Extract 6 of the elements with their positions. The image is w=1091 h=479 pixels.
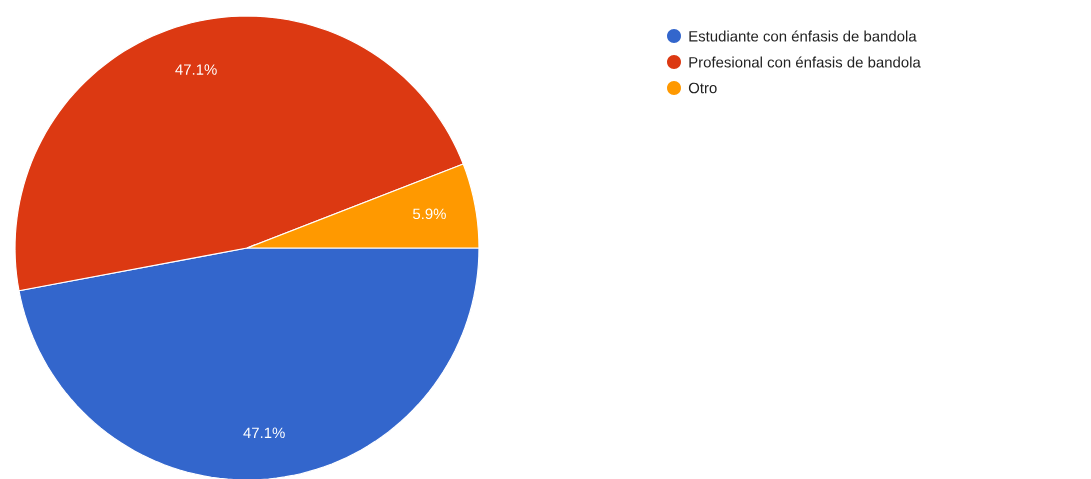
data-label: 47.1% bbox=[175, 64, 217, 75]
legend-label: Otro bbox=[688, 82, 717, 94]
legend-label: Estudiante con énfasis de bandola bbox=[689, 30, 917, 42]
data-label: 5.9% bbox=[412, 208, 446, 220]
legend-label: Profesional con énfasis de bandola bbox=[689, 56, 921, 68]
data-label: 47.1% bbox=[243, 427, 285, 439]
